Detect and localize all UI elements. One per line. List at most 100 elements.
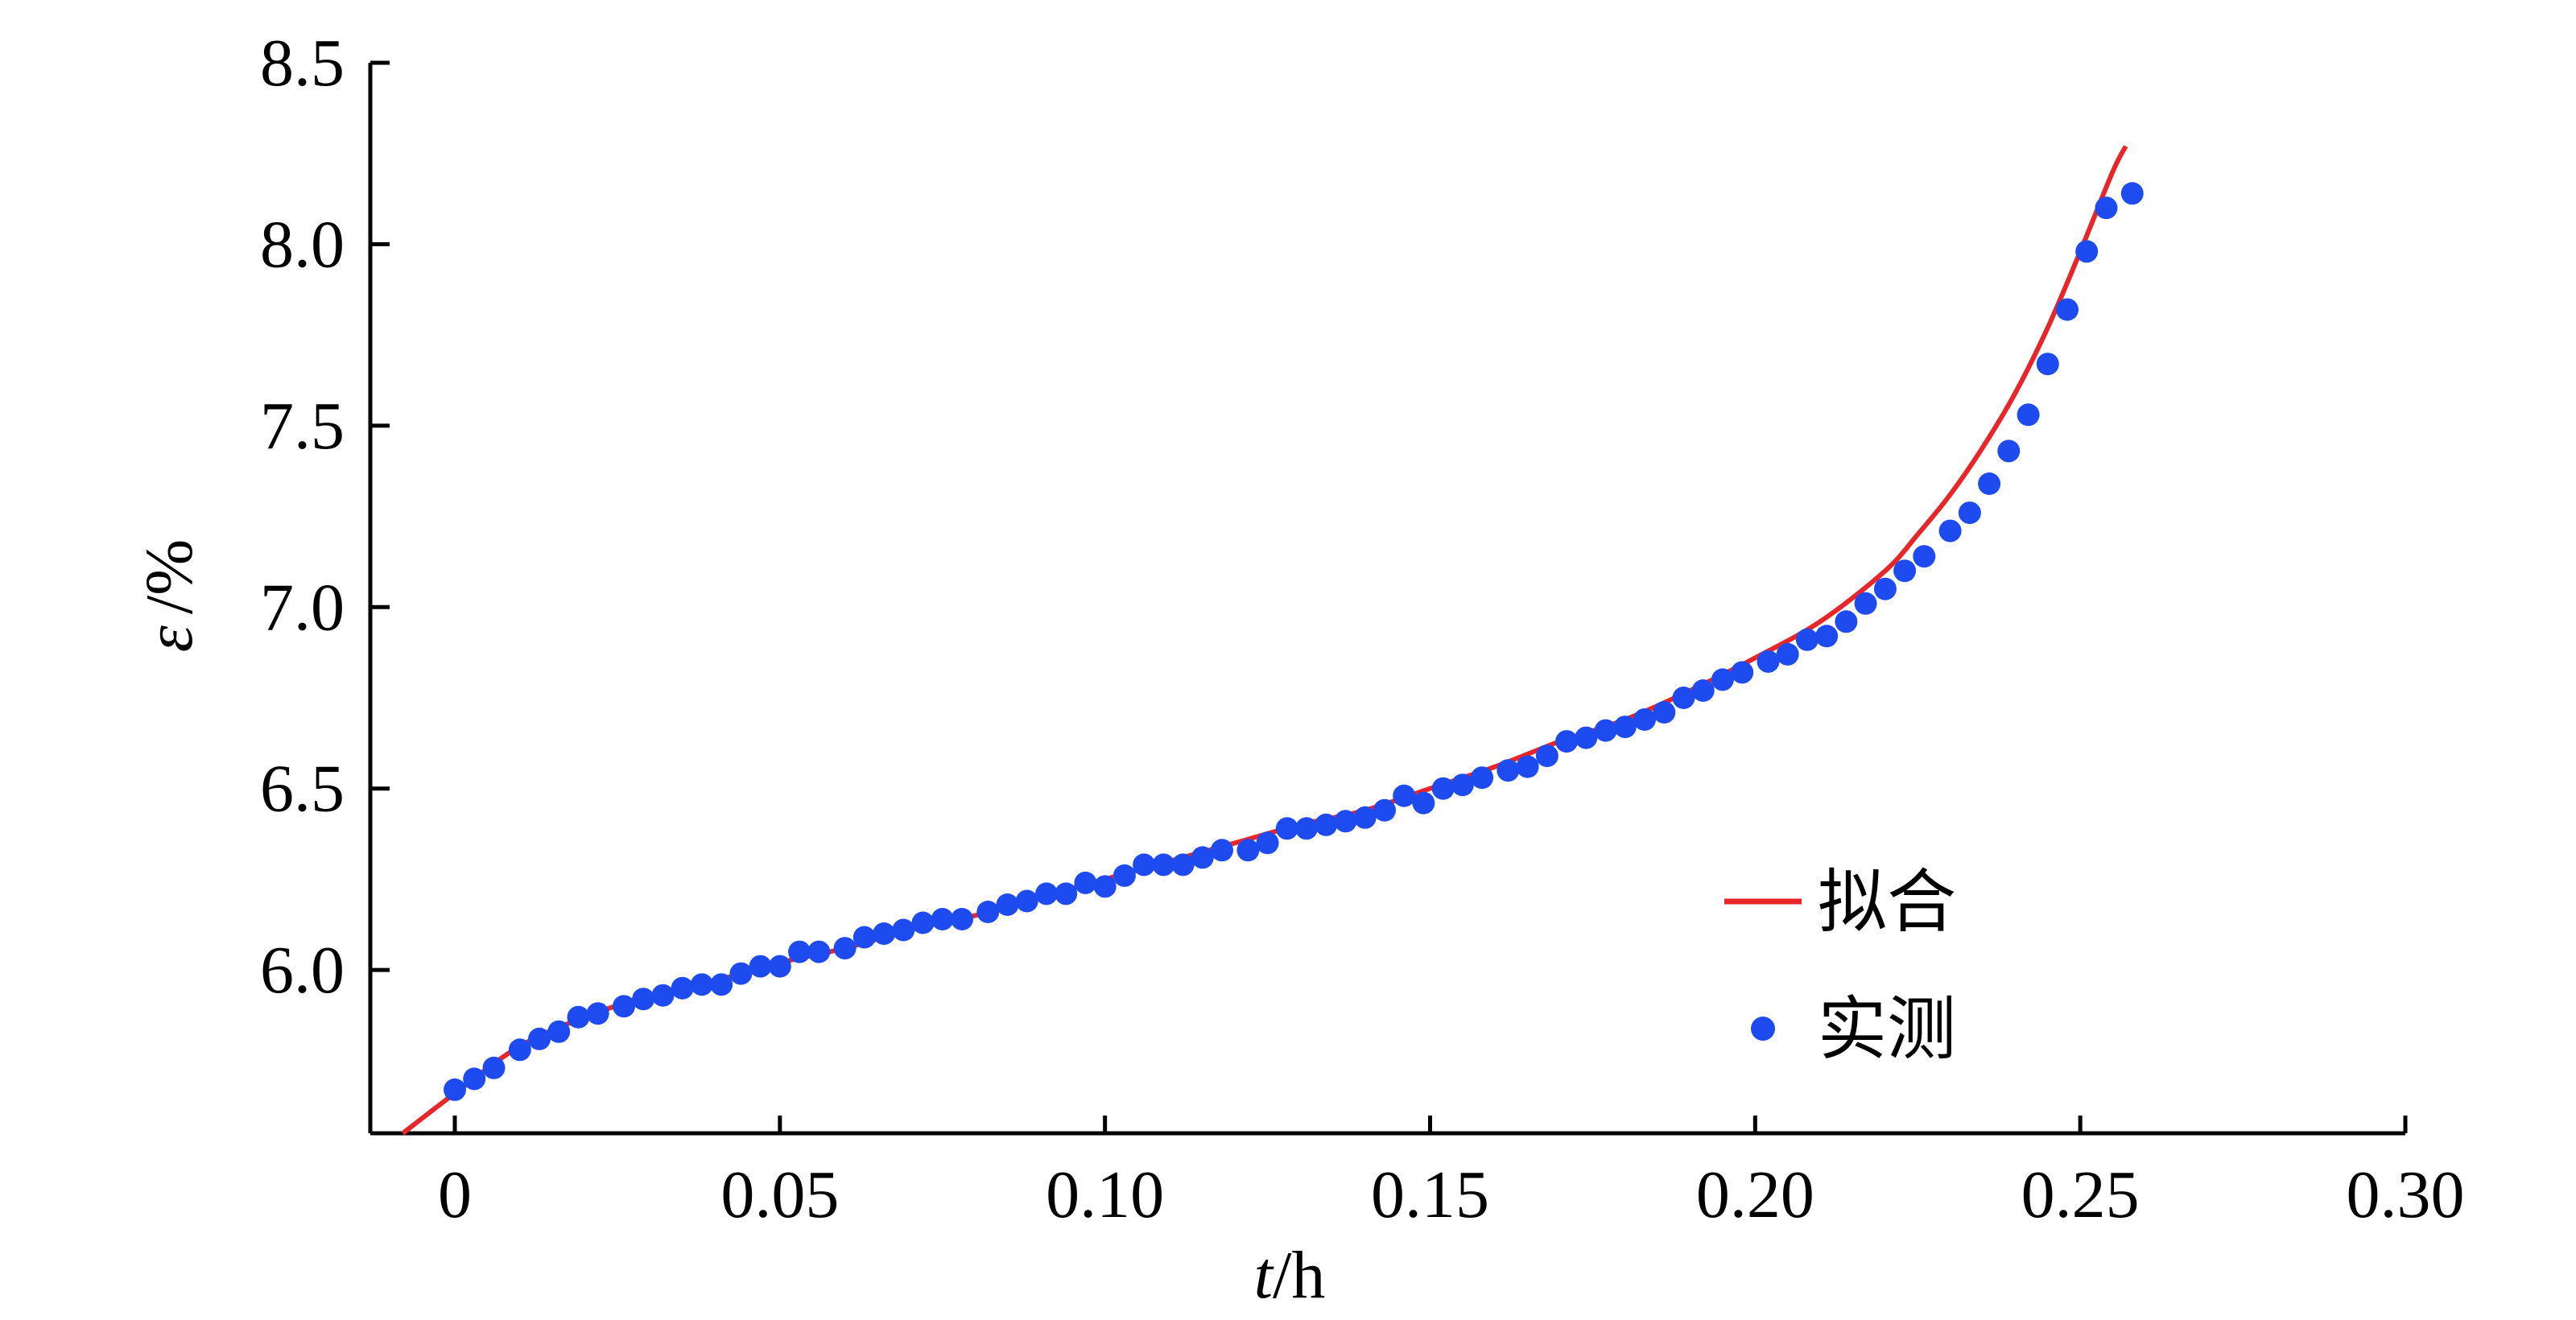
measured-point bbox=[1353, 806, 1377, 829]
measured-point bbox=[768, 955, 791, 978]
measured-point bbox=[749, 955, 772, 978]
measured-point bbox=[1373, 798, 1396, 822]
measured-point bbox=[1171, 853, 1195, 877]
measured-point bbox=[1275, 817, 1298, 840]
measured-point bbox=[1074, 871, 1097, 894]
x-axis-ticks: 0 0.05 0.10 0.15 0.20 0.25 0.30 bbox=[438, 1116, 2465, 1232]
measured-point bbox=[1093, 875, 1117, 898]
measured-point bbox=[1133, 853, 1156, 877]
measured-point bbox=[892, 918, 915, 942]
axes bbox=[368, 63, 2405, 1136]
measured-point bbox=[729, 962, 753, 985]
measured-point bbox=[951, 908, 973, 930]
measured-point bbox=[1113, 864, 1136, 887]
measured-point bbox=[1191, 846, 1214, 869]
measured-point bbox=[873, 922, 896, 945]
measured-point bbox=[1015, 889, 1038, 913]
measured-point bbox=[482, 1056, 506, 1079]
measured-point bbox=[1496, 759, 1520, 782]
measured-point bbox=[1776, 642, 1799, 666]
y-tick-label: 6.0 bbox=[260, 933, 345, 1008]
measured-point bbox=[463, 1067, 486, 1091]
measured-point bbox=[1633, 708, 1656, 731]
x-tick-label: 0.15 bbox=[1371, 1157, 1489, 1232]
measured-point bbox=[444, 1078, 466, 1101]
measured-point bbox=[1055, 882, 1078, 905]
measured-point bbox=[2017, 403, 2040, 427]
measured-point bbox=[1516, 755, 1539, 778]
legend: 拟合 实测 bbox=[1724, 862, 1956, 1070]
y-axis-unit: /% bbox=[132, 539, 207, 614]
y-tick-label: 7.5 bbox=[260, 389, 345, 464]
measured-point bbox=[528, 1027, 551, 1050]
measured-point bbox=[1711, 668, 1734, 691]
measured-point bbox=[1978, 472, 2001, 495]
measured-point bbox=[1854, 592, 1877, 615]
measured-point bbox=[931, 908, 954, 930]
measured-point bbox=[1334, 810, 1357, 833]
measured-point bbox=[1575, 726, 1598, 749]
measured-point bbox=[690, 973, 713, 996]
measured-point bbox=[996, 893, 1019, 916]
measured-point bbox=[1835, 610, 1858, 633]
measured-point bbox=[1035, 882, 1058, 905]
y-axis-ticks: 6.0 6.5 7.0 7.5 8.0 8.5 bbox=[260, 26, 390, 1008]
measured-point bbox=[1958, 501, 1981, 525]
measured-point bbox=[2075, 240, 2099, 263]
measured-point bbox=[1795, 628, 1818, 651]
measured-point bbox=[1893, 559, 1917, 583]
x-tick-label: 0.25 bbox=[2021, 1157, 2140, 1232]
measured-point bbox=[807, 940, 831, 963]
legend-measured-marker bbox=[1751, 1017, 1775, 1041]
measured-point bbox=[1535, 745, 1558, 768]
x-axis-var: t bbox=[1254, 1238, 1275, 1313]
x-tick-label: 0.10 bbox=[1046, 1157, 1164, 1232]
measured-point bbox=[1653, 701, 1676, 724]
measured-point bbox=[1913, 545, 1936, 568]
measured-point bbox=[547, 1020, 571, 1043]
measured-point bbox=[1451, 773, 1474, 797]
measured-point bbox=[1236, 839, 1260, 862]
legend-fit-label: 拟合 bbox=[1818, 862, 1956, 943]
measured-point bbox=[976, 901, 1000, 923]
measured-point bbox=[1672, 687, 1695, 709]
x-tick-label: 0.30 bbox=[2347, 1157, 2465, 1232]
measured-point bbox=[788, 940, 811, 963]
measured-point bbox=[1938, 519, 1962, 542]
measured-point bbox=[1412, 791, 1435, 815]
measured-point bbox=[852, 926, 876, 949]
x-axis-title: t/h bbox=[1254, 1238, 1326, 1313]
y-tick-label: 8.0 bbox=[260, 207, 345, 282]
measured-point bbox=[1315, 813, 1338, 836]
x-tick-label: 0.05 bbox=[720, 1157, 839, 1232]
measured-point bbox=[2036, 353, 2059, 376]
measured-point bbox=[1431, 777, 1455, 800]
measured-point bbox=[632, 988, 655, 1011]
measured-point bbox=[1997, 439, 2021, 463]
measured-point bbox=[1815, 625, 1839, 648]
measured-point bbox=[586, 1002, 609, 1025]
x-tick-label: 0 bbox=[438, 1157, 472, 1232]
measured-point bbox=[1555, 730, 1579, 753]
measured-point bbox=[1731, 661, 1754, 684]
measured-point bbox=[2056, 298, 2079, 321]
measured-point bbox=[1594, 719, 1617, 742]
measured-point bbox=[1211, 839, 1233, 862]
y-tick-label: 8.5 bbox=[260, 26, 345, 101]
measured-point bbox=[651, 984, 675, 1007]
legend-measured-label: 实测 bbox=[1818, 989, 1956, 1070]
x-axis-unit: /h bbox=[1273, 1238, 1325, 1313]
measured-point bbox=[1757, 650, 1780, 673]
measured-point bbox=[710, 973, 733, 996]
measured-point bbox=[1873, 577, 1897, 600]
measured-point bbox=[833, 937, 857, 960]
measured-point bbox=[1691, 679, 1715, 702]
measured-point bbox=[613, 995, 635, 1018]
measured-series bbox=[444, 182, 2144, 1101]
y-tick-label: 6.5 bbox=[260, 752, 345, 827]
measured-point bbox=[2095, 196, 2118, 220]
measured-point bbox=[1295, 817, 1318, 840]
measured-point bbox=[567, 1005, 590, 1029]
